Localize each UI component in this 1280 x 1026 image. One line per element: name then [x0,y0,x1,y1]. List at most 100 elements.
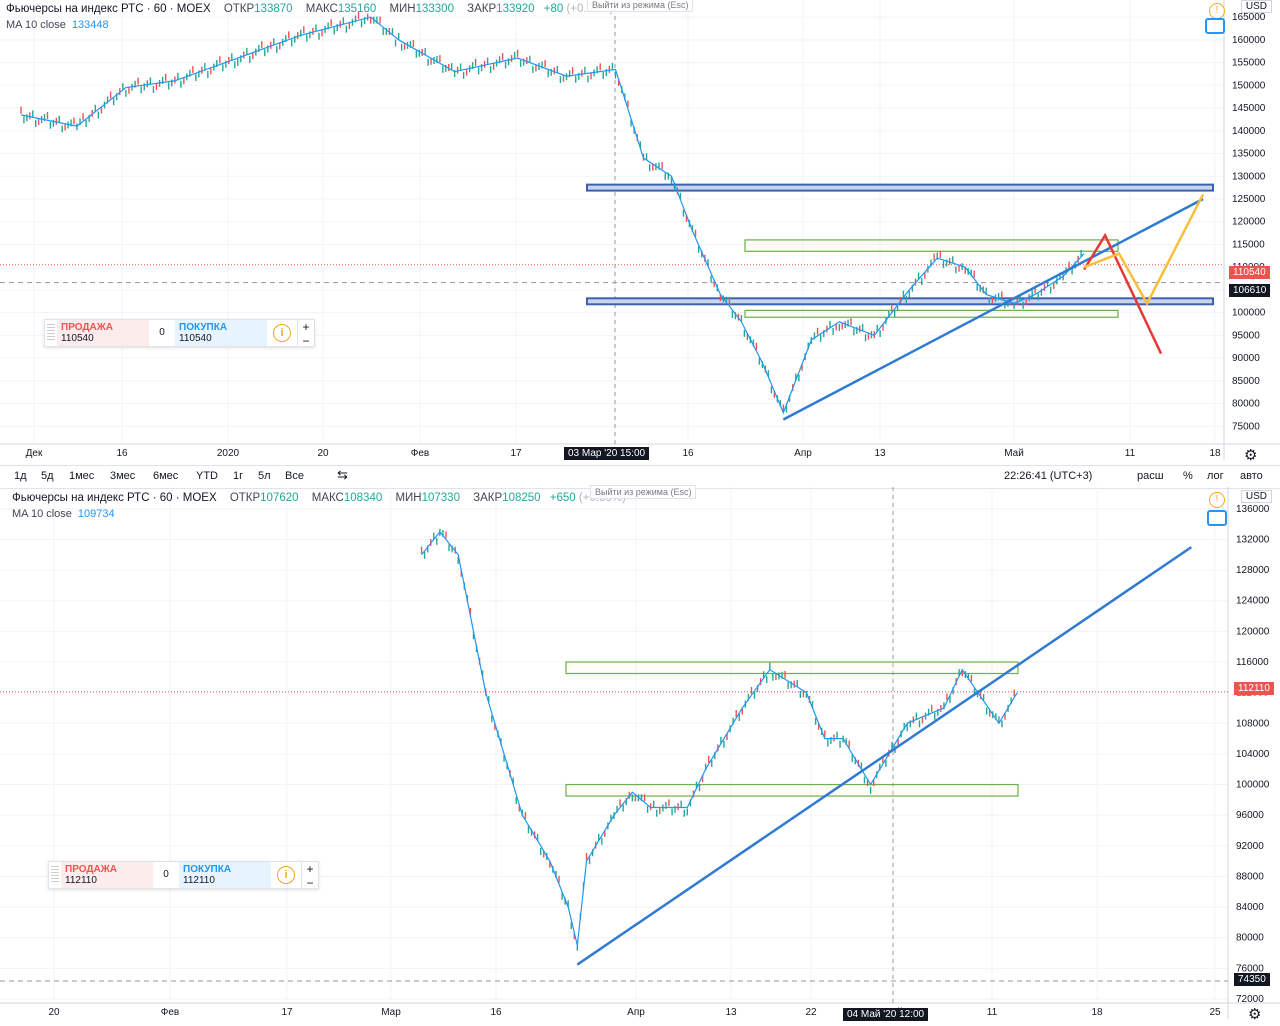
drag-handle-icon[interactable] [51,866,59,884]
bottom-sell-button[interactable]: ПРОДАЖА 112110 [61,862,153,888]
y-tick-label: 136000 [1236,504,1270,515]
bottom-lock-icon[interactable] [1207,510,1227,526]
bottom-plus-minus[interactable]: + − [301,862,318,890]
x-tick-label: 18 [1209,448,1221,459]
x-tick-label: 16 [490,1007,502,1018]
date-range-icon[interactable]: ⇆ [337,467,348,482]
top-plus-minus[interactable]: + − [297,320,314,348]
top-ohlc-high-label: МАКС [305,3,338,15]
bottom-quantity[interactable]: 0 [163,869,169,880]
top-info-button[interactable]: i [267,320,297,346]
bottom-ma-legend[interactable]: MA 10 close 109734 [12,508,626,520]
tf-all[interactable]: Все [285,470,304,482]
y-tick-label: 128000 [1236,565,1270,576]
top-buy-button[interactable]: ПОКУПКА 110540 [175,320,267,346]
tf-1d[interactable]: 1д [14,470,27,482]
btn-log[interactable]: лог [1207,470,1224,482]
top-ohlc-open: 133870 [254,3,293,15]
top-sell-button[interactable]: ПРОДАЖА 110540 [57,320,149,346]
y-tick-label: 150000 [1232,80,1266,91]
y-tick-label: 125000 [1232,194,1266,205]
y-tick-label: 104000 [1236,749,1270,760]
bottom-sell-label: ПРОДАЖА [65,864,117,875]
top-settings-gear-icon[interactable]: ⚙ [1244,447,1258,464]
bottom-info-button[interactable]: i [271,862,301,888]
bottom-trade-panel: ПРОДАЖА 112110 0 ПОКУПКА 112110 i + − [48,861,319,890]
bottom-buy-button[interactable]: ПОКУПКА 112110 [179,862,271,888]
bottom-legend: Фьючерсы на индекс РТС · 60 · MOEX ОТКР1… [12,492,626,520]
tf-5d[interactable]: 5д [41,470,54,482]
bottom-ma-value: 109734 [77,508,115,520]
scenario-arrow [1083,193,1205,307]
top-ma-legend[interactable]: MA 10 close 133448 [6,19,613,31]
y-tick-label: 100000 [1232,308,1266,319]
top-currency-label[interactable]: USD [1240,0,1272,13]
bottom-currency-label[interactable]: USD [1240,490,1272,503]
y-tick-label: 85000 [1232,376,1260,387]
bottom-symbol-title[interactable]: Фьючерсы на индекс РТС · 60 · MOEX [12,492,217,504]
y-tick-label: 108000 [1236,718,1270,729]
top-chart-pane[interactable]: 165000 160000 155000 150000 145000 140000 1350… [0,0,1280,465]
ma-10-line [421,530,1018,946]
top-ohlc-close: 133920 [496,3,535,15]
x-tick-label: 2020 [217,448,240,459]
bottom-price-badge: 112110 [1234,682,1274,695]
y-tick-label: 120000 [1236,626,1270,637]
top-quantity[interactable]: 0 [159,327,165,338]
info-icon: i [273,324,291,342]
bottom-ohlc-close: 108250 [502,492,541,504]
x-tick-label: 20 [48,1007,60,1018]
top-buy-price: 110540 [179,333,212,344]
bottom-settings-gear-icon[interactable]: ⚙ [1248,1006,1262,1023]
y-tick-label: 84000 [1236,902,1264,913]
tf-1y[interactable]: 1г [233,470,244,482]
tf-6m[interactable]: 6мес [153,470,179,482]
y-tick-label: 115000 [1232,239,1265,250]
x-tick-label: Апр [627,1007,645,1018]
y-tick-label: 72000 [1236,994,1264,1005]
top-ma-value: 133448 [71,19,109,31]
bottom-esc-hint[interactable]: Выйти из режима (Esc) [590,485,697,499]
ma-10-line [20,16,1085,415]
tf-3m[interactable]: 3мес [110,470,136,482]
x-tick-label: 11 [1125,448,1136,459]
top-ohlc-low-label: МИН [389,3,416,15]
y-tick-label: 155000 [1232,58,1266,69]
top-chart-canvas[interactable]: 165000 160000 155000 150000 145000 140000 1350… [0,0,1280,465]
btn-percent[interactable]: % [1183,470,1193,482]
top-crosshair-date: 03 Мар '20 15:00 [564,447,650,460]
top-symbol-title[interactable]: Фьючерсы на индекс РТС · 60 · MOEX [6,3,211,15]
bottom-buy-label: ПОКУПКА [183,864,232,875]
bottom-ohlc-close-label: ЗАКР [473,492,503,504]
x-tick-label: 22 [805,1007,817,1018]
bottom-crosshair-date: 04 Май '20 12:00 [843,1008,929,1021]
x-tick-label: 11 [987,1007,998,1018]
tf-5y[interactable]: 5л [258,470,271,482]
tf-1m[interactable]: 1мес [69,470,95,482]
tf-ytd[interactable]: YTD [196,470,218,482]
bottom-ohlc-high-label: МАКС [311,492,344,504]
top-lock-icon[interactable] [1205,18,1225,34]
bottom-warning-icon[interactable]: ! [1209,492,1225,508]
top-sell-price: 110540 [61,333,94,344]
btn-auto[interactable]: авто [1240,470,1263,482]
bottom-ohlc-low: 107330 [421,492,460,504]
y-tick-label: 145000 [1232,103,1266,114]
y-tick-label: 95000 [1232,330,1260,341]
drag-handle-icon[interactable] [47,324,55,342]
top-esc-hint[interactable]: Выйти из режима (Esc) [587,0,694,12]
y-tick-label: 75000 [1232,421,1260,432]
top-warning-icon[interactable]: ! [1209,3,1225,19]
btn-extended[interactable]: расш [1137,470,1164,482]
bottom-chart-pane[interactable]: 136000 132000 128000 124000 120000 116000 11 20… [0,485,1280,1026]
y-tick-label: 90000 [1232,353,1260,364]
y-tick-label: 160000 [1232,35,1266,46]
y-tick-label: 135000 [1232,149,1266,160]
clock[interactable]: 22:26:41 (UTC+3) [1004,470,1093,482]
scenario-arrow [1083,232,1163,355]
bottom-ohlc-open: 107620 [260,492,299,504]
top-change: +80 [543,3,564,15]
green-zone-box [744,309,1119,318]
bottom-chart-canvas[interactable]: 136000 132000 128000 124000 120000 116000 11 20… [0,487,1280,1026]
y-tick-label: 76000 [1236,963,1264,974]
